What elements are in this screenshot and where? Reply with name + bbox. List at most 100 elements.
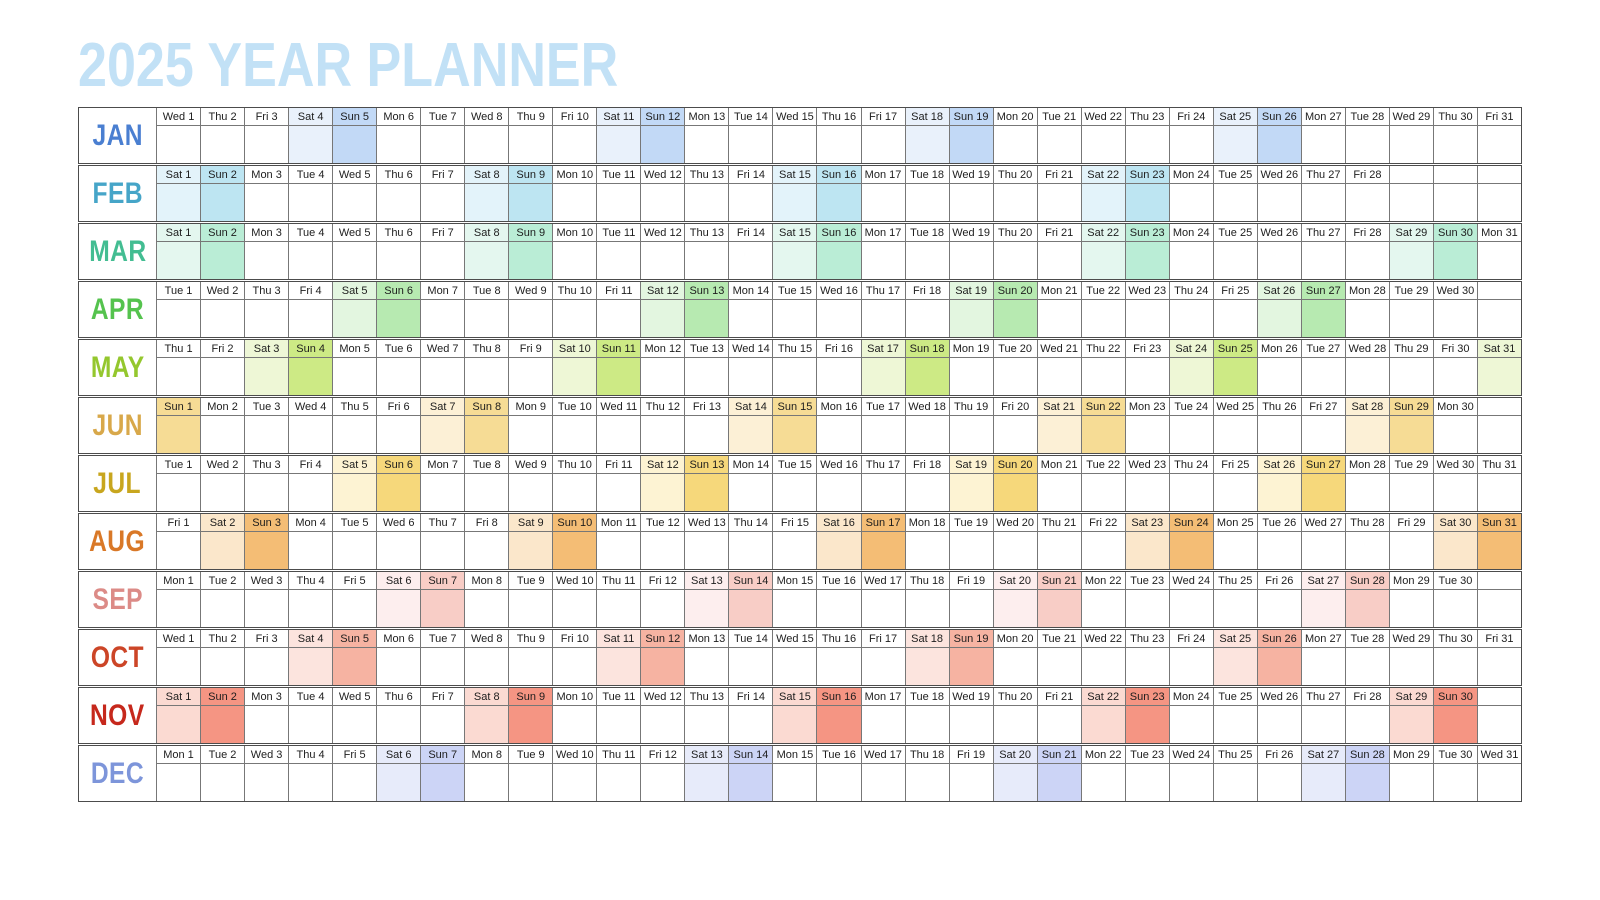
day-cell-dec-13[interactable]	[684, 764, 729, 801]
day-cell-jul-28[interactable]	[1344, 474, 1389, 511]
day-cell-aug-5[interactable]	[332, 532, 377, 569]
day-cell-dec-24[interactable]	[1168, 764, 1213, 801]
day-cell-nov-1[interactable]	[156, 706, 201, 743]
day-cell-feb-15[interactable]	[772, 184, 817, 221]
day-cell-apr-28[interactable]	[1344, 300, 1389, 337]
day-cell-apr-24[interactable]	[1168, 300, 1213, 337]
day-cell-sep-16[interactable]	[816, 590, 861, 627]
day-cell-jun-12[interactable]	[640, 416, 685, 453]
day-cell-oct-26[interactable]	[1256, 648, 1301, 685]
day-cell-sep-11[interactable]	[596, 590, 641, 627]
day-cell-apr-6[interactable]	[376, 300, 421, 337]
day-cell-nov-3[interactable]	[244, 706, 289, 743]
day-cell-apr-2[interactable]	[200, 300, 245, 337]
day-cell-may-5[interactable]	[332, 358, 377, 395]
day-cell-jun-7[interactable]	[420, 416, 465, 453]
day-cell-apr-25[interactable]	[1212, 300, 1257, 337]
day-cell-oct-24[interactable]	[1168, 648, 1213, 685]
day-cell-aug-26[interactable]	[1256, 532, 1301, 569]
day-cell-oct-4[interactable]	[288, 648, 333, 685]
day-cell-jan-27[interactable]	[1300, 126, 1345, 163]
day-cell-jan-16[interactable]	[816, 126, 861, 163]
day-cell-apr-16[interactable]	[816, 300, 861, 337]
day-cell-mar-10[interactable]	[552, 242, 597, 279]
day-cell-jan-12[interactable]	[640, 126, 685, 163]
day-cell-feb-18[interactable]	[904, 184, 949, 221]
day-cell-apr-17[interactable]	[860, 300, 905, 337]
day-cell-may-4[interactable]	[288, 358, 333, 395]
day-cell-sep-22[interactable]	[1080, 590, 1125, 627]
day-cell-feb-17[interactable]	[860, 184, 905, 221]
day-cell-aug-28[interactable]	[1344, 532, 1389, 569]
day-cell-jan-20[interactable]	[992, 126, 1037, 163]
day-cell-dec-6[interactable]	[376, 764, 421, 801]
day-cell-aug-2[interactable]	[200, 532, 245, 569]
day-cell-apr-10[interactable]	[552, 300, 597, 337]
day-cell-jan-21[interactable]	[1036, 126, 1081, 163]
day-cell-jan-23[interactable]	[1124, 126, 1169, 163]
day-cell-aug-29[interactable]	[1388, 532, 1433, 569]
day-cell-apr-26[interactable]	[1256, 300, 1301, 337]
day-cell-jul-16[interactable]	[816, 474, 861, 511]
day-cell-oct-9[interactable]	[508, 648, 553, 685]
day-cell-jun-10[interactable]	[552, 416, 597, 453]
day-cell-jan-25[interactable]	[1212, 126, 1257, 163]
day-cell-nov-15[interactable]	[772, 706, 817, 743]
day-cell-apr-8[interactable]	[464, 300, 509, 337]
day-cell-jun-3[interactable]	[244, 416, 289, 453]
day-cell-may-22[interactable]	[1080, 358, 1125, 395]
day-cell-jun-14[interactable]	[728, 416, 773, 453]
day-cell-sep-12[interactable]	[640, 590, 685, 627]
day-cell-may-23[interactable]	[1124, 358, 1169, 395]
day-cell-apr-20[interactable]	[992, 300, 1037, 337]
day-cell-aug-22[interactable]	[1080, 532, 1125, 569]
day-cell-mar-28[interactable]	[1344, 242, 1389, 279]
day-cell-jul-22[interactable]	[1080, 474, 1125, 511]
day-cell-jul-2[interactable]	[200, 474, 245, 511]
day-cell-jun-29[interactable]	[1388, 416, 1433, 453]
day-cell-mar-24[interactable]	[1168, 242, 1213, 279]
day-cell-oct-20[interactable]	[992, 648, 1037, 685]
day-cell-aug-25[interactable]	[1212, 532, 1257, 569]
day-cell-oct-11[interactable]	[596, 648, 641, 685]
day-cell-sep-15[interactable]	[772, 590, 817, 627]
day-cell-nov-7[interactable]	[420, 706, 465, 743]
day-cell-dec-12[interactable]	[640, 764, 685, 801]
day-cell-apr-7[interactable]	[420, 300, 465, 337]
day-cell-mar-25[interactable]	[1212, 242, 1257, 279]
day-cell-sep-6[interactable]	[376, 590, 421, 627]
day-cell-aug-10[interactable]	[552, 532, 597, 569]
day-cell-jul-21[interactable]	[1036, 474, 1081, 511]
day-cell-jun-1[interactable]	[156, 416, 201, 453]
day-cell-oct-25[interactable]	[1212, 648, 1257, 685]
day-cell-apr-19[interactable]	[948, 300, 993, 337]
day-cell-sep-27[interactable]	[1300, 590, 1345, 627]
day-cell-dec-21[interactable]	[1036, 764, 1081, 801]
day-cell-jun-5[interactable]	[332, 416, 377, 453]
day-cell-jan-31[interactable]	[1476, 126, 1521, 163]
day-cell-mar-18[interactable]	[904, 242, 949, 279]
day-cell-sep-26[interactable]	[1256, 590, 1301, 627]
day-cell-jan-11[interactable]	[596, 126, 641, 163]
day-cell-dec-31[interactable]	[1476, 764, 1521, 801]
day-cell-mar-12[interactable]	[640, 242, 685, 279]
day-cell-feb-9[interactable]	[508, 184, 553, 221]
day-cell-nov-26[interactable]	[1256, 706, 1301, 743]
day-cell-sep-9[interactable]	[508, 590, 553, 627]
day-cell-dec-2[interactable]	[200, 764, 245, 801]
day-cell-sep-20[interactable]	[992, 590, 1037, 627]
day-cell-oct-1[interactable]	[156, 648, 201, 685]
day-cell-jul-3[interactable]	[244, 474, 289, 511]
day-cell-feb-28[interactable]	[1344, 184, 1389, 221]
day-cell-sep-10[interactable]	[552, 590, 597, 627]
day-cell-nov-4[interactable]	[288, 706, 333, 743]
day-cell-jan-6[interactable]	[376, 126, 421, 163]
day-cell-nov-10[interactable]	[552, 706, 597, 743]
day-cell-jan-9[interactable]	[508, 126, 553, 163]
day-cell-may-2[interactable]	[200, 358, 245, 395]
day-cell-apr-5[interactable]	[332, 300, 377, 337]
day-cell-jul-4[interactable]	[288, 474, 333, 511]
day-cell-jul-23[interactable]	[1124, 474, 1169, 511]
day-cell-apr-9[interactable]	[508, 300, 553, 337]
day-cell-may-6[interactable]	[376, 358, 421, 395]
